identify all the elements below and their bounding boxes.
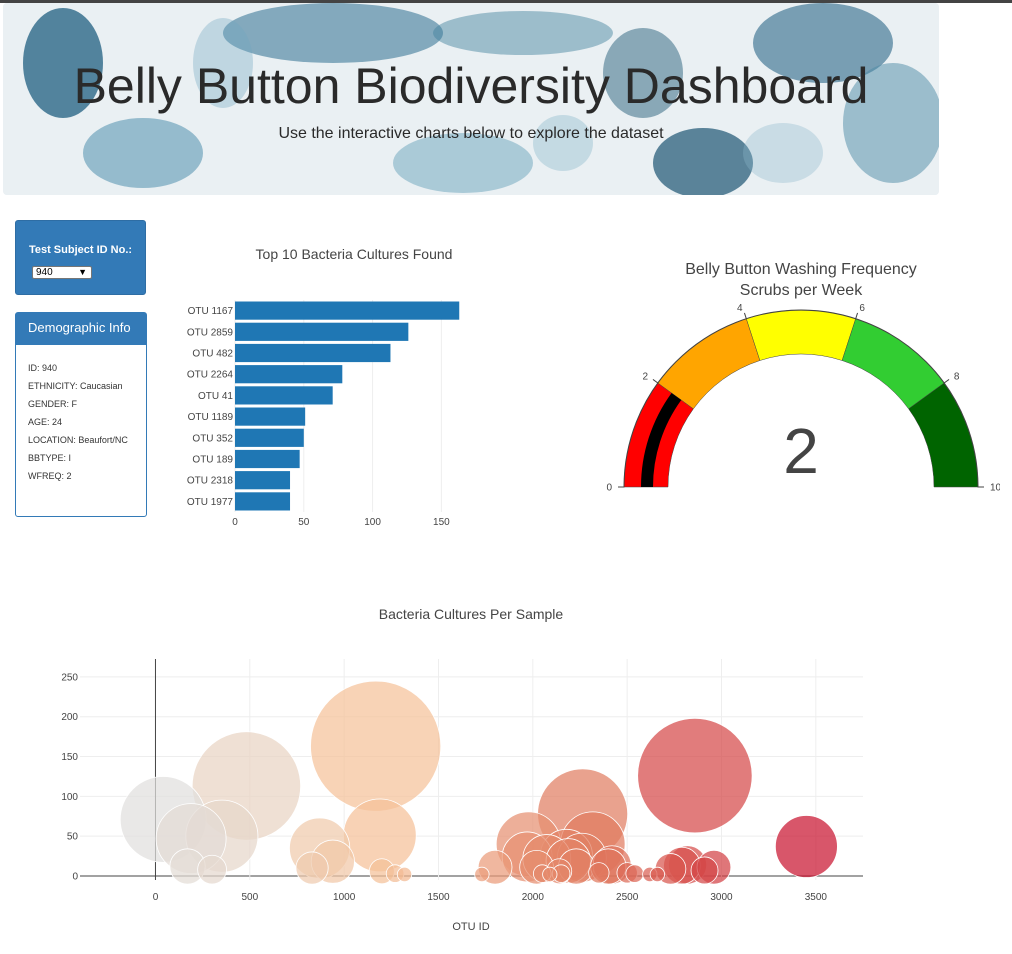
bubble-point [625, 864, 644, 883]
bubble-x-tick-label: 0 [153, 892, 159, 903]
gauge-tick-label: 8 [954, 371, 960, 382]
bubble-point [310, 680, 442, 812]
bubble-x-tick-label: 2000 [522, 892, 545, 903]
gauge-tick-label: 0 [606, 483, 612, 494]
bubble-y-tick-label: 250 [61, 672, 78, 683]
bar-y-tick-label: OTU 482 [192, 349, 233, 360]
bubble-x-tick-label: 1500 [427, 892, 450, 903]
bar [235, 365, 343, 384]
bar [235, 428, 304, 447]
gauge-tick-label: 2 [643, 371, 649, 382]
bubble-x-axis-label: OTU ID [452, 921, 489, 930]
gauge-step [745, 309, 857, 361]
gauge-tick [743, 312, 747, 319]
bubble-x-tick-label: 1000 [333, 892, 356, 903]
bubble-y-tick-label: 50 [67, 832, 79, 843]
bubble-point [396, 866, 413, 883]
gauge-value-number: 2 [783, 415, 819, 487]
bubble-chart-title: Bacteria Cultures Per Sample [379, 606, 564, 622]
bar-x-tick-label: 100 [364, 517, 381, 528]
bubble-point [542, 866, 558, 883]
bubble-point [197, 854, 227, 885]
bar [235, 322, 409, 341]
bubble-x-tick-label: 3500 [805, 892, 828, 903]
gauge-title: Belly Button Washing Frequency [685, 261, 917, 278]
bar [235, 407, 306, 426]
bar [235, 301, 460, 320]
bar-y-tick-label: OTU 1977 [187, 497, 234, 508]
bubble-x-tick-label: 2500 [616, 892, 639, 903]
bubble-y-tick-label: 0 [72, 872, 78, 883]
demographic-info-body: ID: 940 ETHNICITY: Caucasian GENDER: F A… [16, 345, 146, 481]
gauge-outline [623, 309, 979, 488]
gauge-tick-label: 10 [990, 483, 1000, 494]
subject-id-value: 940 [36, 267, 53, 278]
demo-wfreq: WFREQ: 2 [28, 471, 72, 481]
page-title: Belly Button Biodiversity Dashboard [73, 58, 869, 114]
demo-ethnicity: ETHNICITY: Caucasian [28, 381, 123, 391]
top10-bar-chart[interactable]: Top 10 Bacteria Cultures Found 0 50 100 150 O… [160, 235, 500, 530]
demographic-info-title: Demographic Info [16, 313, 146, 345]
bar-chart-title: Top 10 Bacteria Cultures Found [256, 246, 453, 262]
washing-frequency-gauge[interactable]: Belly Button Washing Frequency Scrubs per… [600, 250, 1000, 510]
bar [235, 386, 333, 405]
bubble-point [637, 717, 753, 834]
subject-selector-label: Test Subject ID No.: [28, 244, 133, 256]
demo-id: ID: 940 [28, 363, 58, 373]
bar [235, 343, 391, 363]
bubble-point [588, 862, 610, 884]
bacteria-bubble-chart[interactable]: Bacteria Cultures Per Sample 0 50 100 150 200… [40, 595, 880, 930]
gauge-tick [855, 312, 859, 319]
gauge-tick [943, 379, 950, 384]
demo-age: AGE: 24 [28, 417, 63, 427]
top-border [0, 0, 1012, 3]
bar-x-tick-label: 0 [232, 517, 238, 528]
bar-y-tick-label: OTU 41 [198, 391, 233, 402]
subject-selector-panel: Test Subject ID No.: 940 ▼ [15, 220, 146, 295]
bar-y-tick-label: OTU 2318 [187, 476, 234, 487]
bar-y-tick-label: OTU 1167 [188, 306, 234, 317]
gauge-subtitle: Scrubs per Week [740, 282, 863, 299]
bar [235, 471, 291, 490]
bubble-x-tick-label: 500 [241, 892, 258, 903]
bubble-y-tick-label: 100 [61, 792, 78, 803]
demo-bbtype: BBTYPE: I [28, 453, 72, 463]
page-subtitle: Use the interactive charts below to expl… [278, 125, 664, 142]
bubble-point [474, 866, 490, 883]
demo-gender: GENDER: F [28, 399, 78, 409]
demographic-info-panel: Demographic Info ID: 940 ETHNICITY: Cauc… [15, 312, 147, 517]
bar-y-tick-label: OTU 2859 [187, 327, 234, 338]
bubble-point [690, 856, 719, 885]
gauge-tick [652, 379, 659, 384]
bubble-y-tick-label: 200 [61, 712, 78, 723]
bar-x-tick-label: 150 [433, 517, 450, 528]
gauge-tick-label: 6 [859, 303, 865, 314]
bar-y-tick-label: OTU 189 [192, 455, 233, 466]
bubble-x-tick-label: 3000 [710, 892, 733, 903]
bar-y-tick-label: OTU 2264 [187, 370, 234, 381]
bar-y-tick-label: OTU 352 [192, 433, 233, 444]
bar [235, 492, 291, 511]
gauge-tick-label: 4 [737, 303, 743, 314]
bar-y-tick-label: OTU 1189 [188, 412, 234, 423]
bar [235, 449, 300, 469]
bacteria-background-image [3, 3, 939, 195]
bubble-point [295, 851, 329, 885]
gauge-value-bar [641, 392, 682, 487]
bar-x-tick-label: 50 [298, 517, 310, 528]
header-banner: Belly Button Biodiversity Dashboard Use … [3, 3, 939, 195]
bubble-point [649, 866, 665, 883]
demo-location: LOCATION: Beaufort/NC [28, 435, 128, 445]
subject-id-dropdown[interactable]: 940 ▼ [32, 266, 92, 279]
bubble-point [774, 815, 838, 878]
chevron-down-icon: ▼ [78, 267, 87, 277]
bubble-y-tick-label: 150 [61, 752, 78, 763]
